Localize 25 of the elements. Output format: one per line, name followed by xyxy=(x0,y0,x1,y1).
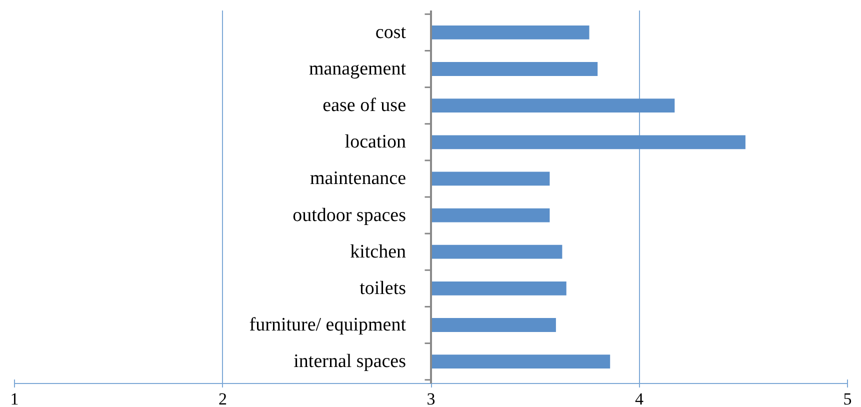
y-tick-label: internal spaces xyxy=(294,351,406,372)
x-tick-label: 2 xyxy=(218,390,227,407)
x-tick-label: 4 xyxy=(635,390,644,407)
x-tick-label: 1 xyxy=(10,390,19,407)
y-tick-label: toilets xyxy=(360,278,406,299)
y-tick-label: maintenance xyxy=(310,168,406,190)
y-tick-label: cost xyxy=(375,22,407,43)
x-tick-label: 5 xyxy=(843,390,852,407)
y-tick-label: management xyxy=(308,58,407,80)
bar xyxy=(431,25,590,40)
y-tick-label: kitchen xyxy=(350,241,407,262)
bar xyxy=(431,135,746,150)
bar xyxy=(431,62,598,76)
y-tick-label: furniture/ equipment xyxy=(249,314,407,336)
bar xyxy=(431,172,550,186)
x-tick-label: 3 xyxy=(426,390,436,407)
bar xyxy=(431,354,610,369)
y-tick-label: location xyxy=(344,132,407,153)
bar xyxy=(431,281,566,296)
y-tick-label: outdoor spaces xyxy=(292,204,406,226)
y-tick-label: ease of use xyxy=(322,95,406,116)
bar xyxy=(431,208,550,222)
bar xyxy=(431,318,556,332)
bar xyxy=(431,244,562,259)
bar xyxy=(431,98,675,113)
